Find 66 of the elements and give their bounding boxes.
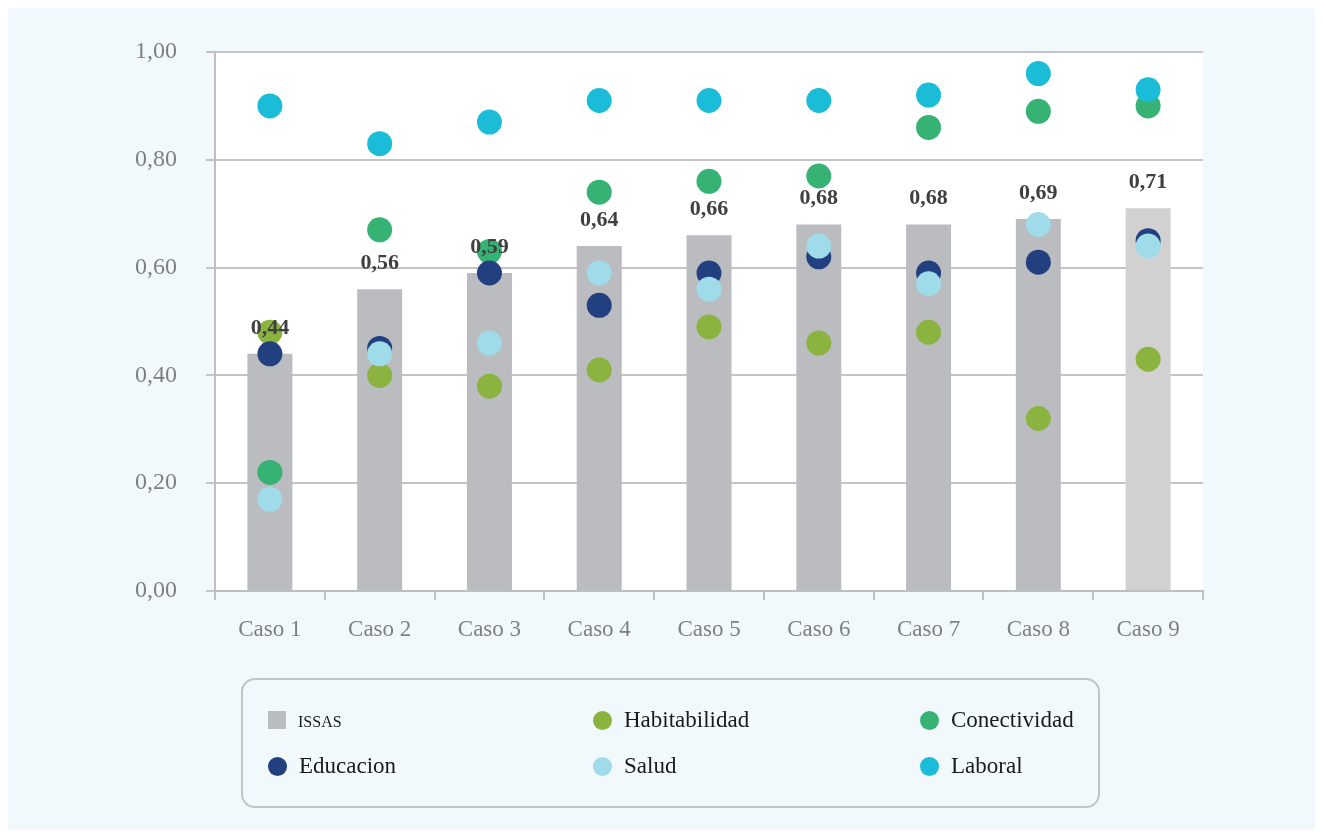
- point: [696, 314, 722, 340]
- y-tick-label: 0,20: [135, 468, 177, 495]
- point: [916, 271, 942, 297]
- point: [257, 459, 283, 485]
- x-tick-label: Caso 8: [1006, 615, 1070, 641]
- bar: [1125, 208, 1171, 590]
- point: [367, 362, 393, 388]
- point: [696, 276, 722, 302]
- point: [696, 168, 722, 194]
- point: [916, 114, 942, 140]
- point: [257, 93, 283, 119]
- data-label: 0,66: [689, 195, 729, 221]
- point: [367, 217, 393, 243]
- legend-label: Habitabilidad: [624, 707, 750, 733]
- point: [916, 319, 942, 345]
- legend-label: Salud: [624, 753, 677, 779]
- point: [806, 330, 832, 356]
- point: [1025, 249, 1051, 275]
- x-tick-label: Caso 9: [1116, 615, 1180, 641]
- point: [476, 330, 502, 356]
- point: [367, 341, 393, 367]
- point: [257, 486, 283, 512]
- point: [696, 88, 722, 114]
- point: [1025, 98, 1051, 124]
- data-label: 0,68: [799, 184, 839, 210]
- x-tick-label: Caso 7: [896, 615, 961, 641]
- legend-label: Conectividad: [951, 707, 1074, 733]
- x-tick-label: Caso 4: [567, 615, 632, 641]
- x-tick-label: Caso 6: [787, 615, 851, 641]
- point: [476, 109, 502, 135]
- x-tick-label: Caso 3: [457, 615, 522, 641]
- point: [476, 373, 502, 399]
- y-tick-label: 0,40: [135, 360, 177, 387]
- y-tick-label: 1,00: [135, 37, 177, 64]
- point: [586, 88, 612, 114]
- point: [806, 163, 832, 189]
- point: [1135, 346, 1161, 372]
- point: [586, 179, 612, 205]
- y-tick-label: 0,80: [135, 145, 177, 172]
- data-label: 0,68: [909, 184, 948, 210]
- data-label: 0,71: [1128, 168, 1168, 194]
- point: [1025, 211, 1051, 237]
- data-label: 0,56: [360, 249, 399, 275]
- point: [476, 260, 502, 286]
- point: [806, 88, 832, 114]
- point: [1025, 406, 1051, 432]
- x-tick-label: Caso 1: [238, 615, 302, 641]
- point: [586, 357, 612, 383]
- x-tick-label: Caso 5: [677, 615, 741, 641]
- point: [1025, 61, 1051, 87]
- legend-label: Laboral: [951, 753, 1023, 779]
- point: [367, 131, 393, 157]
- data-label: 0,64: [579, 206, 619, 232]
- point: [586, 292, 612, 318]
- point: [1135, 77, 1161, 103]
- x-tick-label: Caso 2: [348, 615, 412, 641]
- data-label: 0,69: [1019, 179, 1058, 205]
- point: [586, 260, 612, 286]
- y-tick-label: 0,60: [135, 252, 177, 279]
- legend-label: Educacion: [299, 753, 397, 779]
- point: [806, 233, 832, 259]
- point: [1135, 233, 1161, 259]
- y-tick-label: 0,00: [135, 576, 177, 603]
- legend-label: issas: [298, 707, 342, 733]
- point: [257, 341, 283, 367]
- point: [916, 82, 942, 108]
